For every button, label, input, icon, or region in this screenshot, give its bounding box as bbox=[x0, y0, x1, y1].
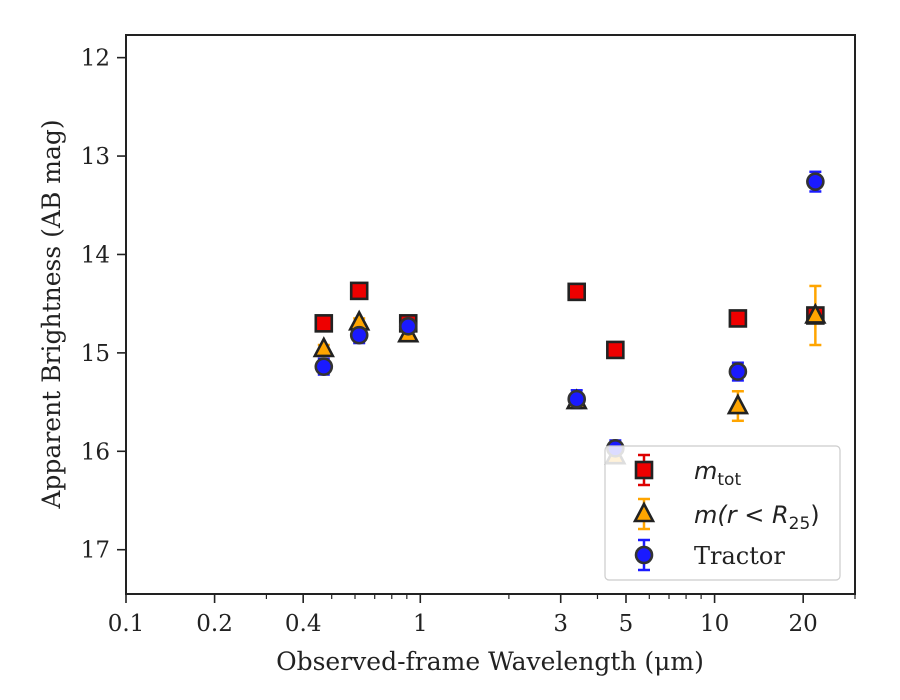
marker-square bbox=[314, 314, 334, 333]
legend: mtot m(r < R25) Tractor bbox=[604, 445, 841, 581]
legend-label-subscript: 25 bbox=[789, 514, 811, 534]
x-tick-label: 0.4 bbox=[285, 611, 322, 637]
marker-square bbox=[349, 281, 369, 301]
marker-square bbox=[606, 340, 625, 360]
y-axis-title: Apparent Brightness (AB mag) bbox=[37, 119, 66, 509]
legend-label: Tractor bbox=[694, 542, 785, 570]
legend-marker-square bbox=[634, 460, 654, 480]
legend-box bbox=[604, 445, 841, 581]
legend-marker-circle bbox=[634, 545, 654, 565]
marker-triangle bbox=[804, 302, 827, 324]
legend-label-tail: ) bbox=[810, 501, 819, 529]
y-tick-label: 14 bbox=[81, 242, 110, 268]
x-tick-label: 5 bbox=[619, 611, 634, 637]
marker-circle bbox=[349, 325, 369, 345]
marker-circle bbox=[314, 357, 334, 376]
y-tick-label: 12 bbox=[81, 46, 110, 72]
marker-circle bbox=[567, 389, 587, 409]
x-tick-label: 20 bbox=[789, 611, 818, 637]
marker-triangle bbox=[726, 393, 750, 415]
y-axis-ticks: 12 13 14 15 16 17 bbox=[81, 46, 126, 564]
y-tick-label: 13 bbox=[81, 144, 110, 170]
marker-square bbox=[567, 282, 587, 302]
legend-label-main: m bbox=[694, 457, 717, 485]
data-markers bbox=[312, 172, 827, 465]
legend-label: mtot bbox=[694, 457, 741, 490]
marker-square bbox=[728, 309, 748, 328]
marker-circle bbox=[728, 362, 748, 381]
x-tick-label: 10 bbox=[700, 611, 729, 637]
legend-marker-triangle bbox=[632, 501, 656, 523]
y-tick-label: 16 bbox=[81, 439, 110, 465]
x-tick-label: 3 bbox=[553, 611, 568, 637]
y-tick-label: 17 bbox=[81, 538, 110, 564]
marker-circle bbox=[806, 172, 825, 191]
x-axis-ticks: 0.1 0.2 0.4 1 3 5 10 20 bbox=[108, 594, 856, 637]
marker-circle bbox=[398, 317, 418, 336]
marker-triangle bbox=[312, 336, 335, 358]
x-tick-label: 0.1 bbox=[108, 611, 145, 637]
x-tick-label: 1 bbox=[413, 611, 428, 637]
plot-frame bbox=[125, 34, 856, 595]
x-axis-title: Observed-frame Wavelength (μm) bbox=[276, 647, 704, 676]
legend-label: m(r < R25) bbox=[694, 501, 820, 534]
legend-label-main: m(r < R bbox=[694, 501, 789, 529]
legend-label-subscript: tot bbox=[717, 470, 741, 490]
x-tick-label: 0.2 bbox=[196, 611, 233, 637]
y-tick-label: 15 bbox=[81, 341, 110, 367]
